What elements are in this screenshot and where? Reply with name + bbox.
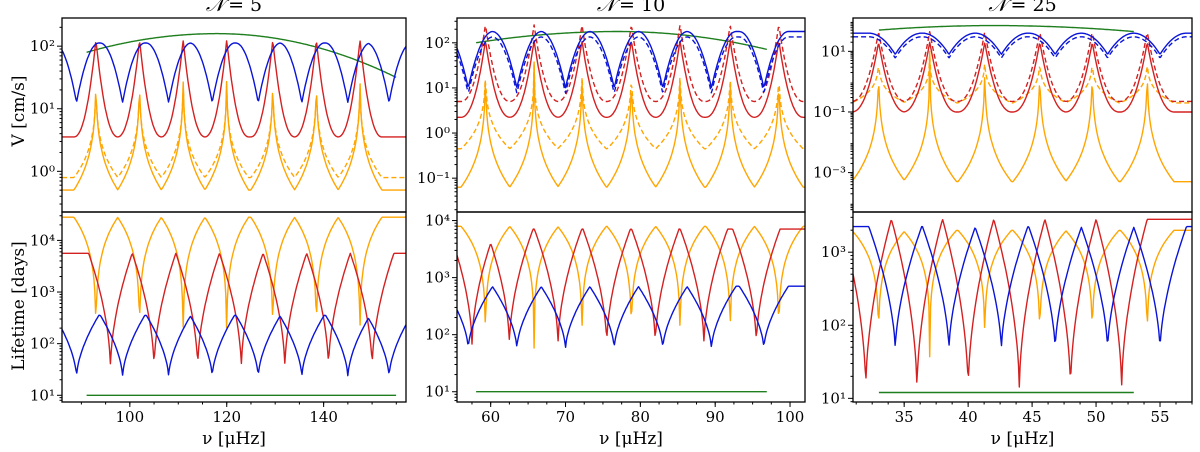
- y-tick-label: 10²: [821, 316, 846, 334]
- panel-2: 𝒩 = 10 60 70 80 90 100 ν [μHz] 10⁻¹ 10⁰ 10¹ 10² 10¹ 1…: [417, 0, 806, 449]
- series-red-velocity: [62, 40, 406, 138]
- series-orange-lifetime: [457, 225, 805, 349]
- y-tick-label: 10³: [425, 269, 450, 287]
- lifetime-axes-frame: [852, 211, 1193, 403]
- y-tick-label: 10²: [425, 34, 450, 52]
- y-tick-label: 10²: [425, 326, 450, 344]
- lifetime-axes-frame: [61, 211, 407, 403]
- x-tick-label: 55: [1150, 408, 1169, 426]
- panel-3: 𝒩 = 25 35 40 45 50 55 ν [μHz] 10⁻³ 10⁻¹ 10¹ 10¹ 10² 1…: [813, 0, 1193, 449]
- x-tick-label: 100: [776, 408, 805, 426]
- y-tick-label: 10⁰: [30, 162, 55, 180]
- series-blue-velocity-dashed: [853, 36, 1192, 59]
- title-value: = 25: [1011, 0, 1057, 16]
- y-tick-label: 10¹: [821, 42, 846, 60]
- series-blue-velocity: [853, 32, 1192, 55]
- series-blue-velocity: [62, 42, 406, 103]
- velocity-plot-1: [62, 32, 406, 191]
- velocity-plot-2: [457, 24, 805, 188]
- lifetime-plot-3: [853, 218, 1192, 394]
- title-value: = 10: [619, 0, 665, 16]
- x-tick-label: 35: [895, 408, 914, 426]
- y-tick-label: 10⁰: [425, 124, 450, 142]
- y-tick-label: 10²: [30, 37, 55, 55]
- x-tick-label: 140: [309, 408, 338, 426]
- series-orange-velocity: [457, 61, 805, 188]
- velocity-plot-3: [853, 24, 1192, 183]
- series-blue-velocity-dashed: [457, 36, 805, 94]
- series-green-velocity: [878, 24, 1134, 33]
- panel-title: 𝒩 = 10: [597, 0, 665, 16]
- y-tick-label: 10¹: [425, 383, 450, 401]
- x-axis-label: ν [μHz]: [202, 429, 266, 449]
- title-symbol: 𝒩: [206, 0, 230, 16]
- series-blue-velocity: [457, 30, 805, 89]
- lifetime-plot-1: [62, 216, 406, 396]
- series-blue-lifetime: [62, 314, 406, 377]
- series-red-lifetime: [62, 252, 406, 365]
- y-tick-label: 10¹: [30, 386, 55, 404]
- series-red-lifetime: [457, 228, 805, 345]
- series-red-velocity-dashed: [457, 24, 805, 103]
- title-value: = 5: [228, 0, 262, 16]
- x-tick-label: 45: [1023, 408, 1042, 426]
- x-tick-label: 100: [116, 408, 145, 426]
- y-tick-label: 10²: [30, 335, 55, 353]
- x-tick-label: 60: [481, 408, 500, 426]
- x-tick-label: 80: [631, 408, 650, 426]
- series-blue-lifetime: [853, 225, 1192, 347]
- series-blue-lifetime: [457, 285, 805, 348]
- y-tick-label: 10¹: [821, 389, 846, 407]
- y-tick-label: 10³: [821, 243, 846, 261]
- series-orange-velocity-dashed: [62, 85, 406, 179]
- series-red-velocity: [853, 41, 1192, 113]
- y-label-velocity: V [cm/s]: [9, 75, 29, 147]
- lifetime-plot-2: [457, 225, 805, 393]
- y-tick-label: 10⁻¹: [813, 103, 846, 121]
- y-tick-label: 10³: [30, 283, 55, 301]
- series-green-velocity: [86, 32, 397, 79]
- title-symbol: 𝒩: [597, 0, 621, 16]
- x-tick-label: 40: [959, 408, 978, 426]
- series-orange-lifetime: [62, 216, 406, 329]
- y-tick-label: 10⁴: [30, 231, 55, 249]
- y-tick-label: 10⁻³: [813, 164, 846, 182]
- title-symbol: 𝒩: [988, 0, 1012, 16]
- x-tick-label: 120: [212, 408, 241, 426]
- series-orange-velocity: [853, 50, 1192, 183]
- series-red-lifetime: [853, 218, 1192, 388]
- series-orange-velocity: [62, 80, 406, 191]
- series-orange-velocity-dashed: [853, 53, 1192, 104]
- series-red-velocity-dashed: [853, 31, 1192, 103]
- x-tick-label: 70: [556, 408, 575, 426]
- y-label-lifetime: Lifetime [days]: [9, 241, 29, 371]
- panel-title: 𝒩 = 5: [206, 0, 262, 16]
- x-axis-label: ν [μHz]: [599, 429, 663, 449]
- x-axis-label: ν [μHz]: [991, 429, 1055, 449]
- x-tick-label: 90: [706, 408, 725, 426]
- panel-title: 𝒩 = 25: [988, 0, 1056, 16]
- panel-1: 𝒩 = 5 100 120 140 ν [μHz] 10⁰ 10¹ 10² 10¹ 10² 10³ 10…: [30, 0, 407, 449]
- y-tick-label: 10⁴: [425, 212, 450, 230]
- y-tick-label: 10⁻¹: [417, 169, 450, 187]
- y-tick-label: 10¹: [425, 79, 450, 97]
- y-tick-label: 10¹: [30, 100, 55, 118]
- x-tick-label: 50: [1087, 408, 1106, 426]
- series-green-velocity: [476, 30, 767, 51]
- series-orange-velocity-dashed: [457, 62, 805, 150]
